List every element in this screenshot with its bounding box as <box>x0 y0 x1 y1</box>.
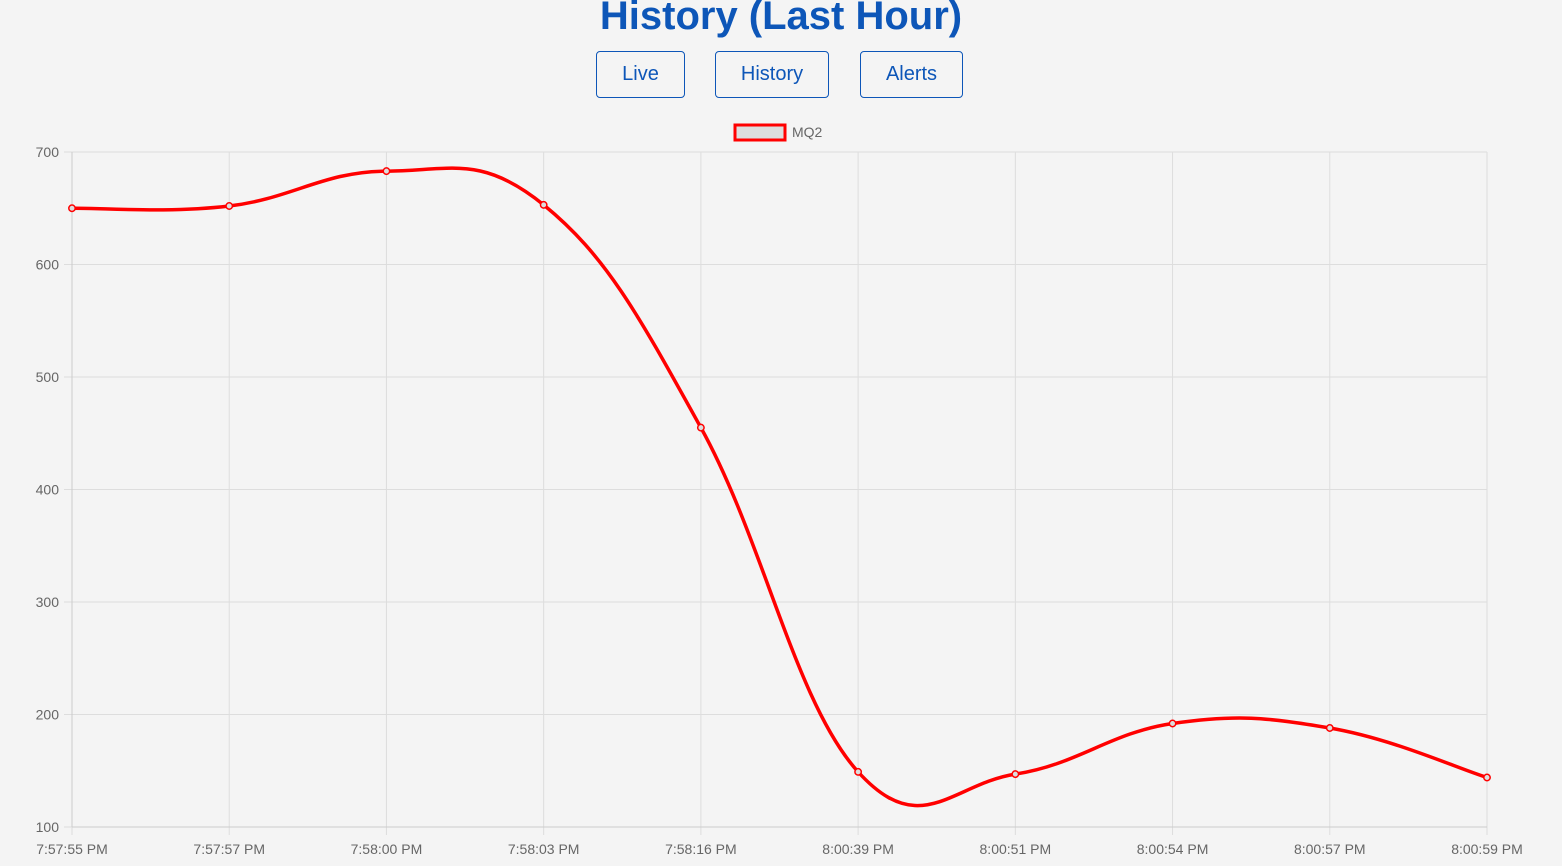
x-tick-label: 7:57:55 PM <box>36 841 108 857</box>
live-button[interactable]: Live <box>596 51 685 98</box>
x-tick-label: 7:58:03 PM <box>508 841 580 857</box>
y-tick-label: 600 <box>36 257 60 273</box>
data-point <box>1168 719 1177 728</box>
data-point <box>68 204 76 213</box>
x-tick-label: 8:00:57 PM <box>1294 841 1366 857</box>
y-tick-label: 500 <box>36 369 60 385</box>
data-point <box>1011 770 1020 779</box>
data-point <box>854 767 863 776</box>
history-button[interactable]: History <box>715 51 829 98</box>
data-point <box>1325 724 1334 732</box>
data-point <box>696 423 705 432</box>
nav-bar: Live History Alerts <box>0 51 1562 100</box>
x-tick-label: 7:58:16 PM <box>665 841 737 857</box>
data-point <box>539 200 548 209</box>
data-point <box>225 202 234 210</box>
data-point <box>1483 773 1491 782</box>
x-tick-label: 8:00:39 PM <box>822 841 894 857</box>
x-tick-label: 8:00:59 PM <box>1451 841 1523 857</box>
y-tick-label: 200 <box>36 707 60 723</box>
x-tick-label: 8:00:51 PM <box>980 841 1052 857</box>
alerts-button[interactable]: Alerts <box>860 51 963 98</box>
series-line-mq2 <box>71 166 1488 808</box>
y-tick-label: 400 <box>36 482 60 498</box>
page-title: History (Last Hour) <box>599 0 963 38</box>
x-tick-label: 8:00:54 PM <box>1137 841 1209 857</box>
legend-label: MQ2 <box>792 124 823 140</box>
legend-swatch <box>733 123 787 142</box>
data-point <box>382 167 391 176</box>
y-tick-label: 300 <box>36 594 60 610</box>
x-tick-label: 7:57:57 PM <box>193 841 265 857</box>
y-tick-label: 700 <box>36 144 60 160</box>
x-tick-label: 7:58:00 PM <box>351 841 423 857</box>
y-tick-label: 100 <box>36 819 60 835</box>
